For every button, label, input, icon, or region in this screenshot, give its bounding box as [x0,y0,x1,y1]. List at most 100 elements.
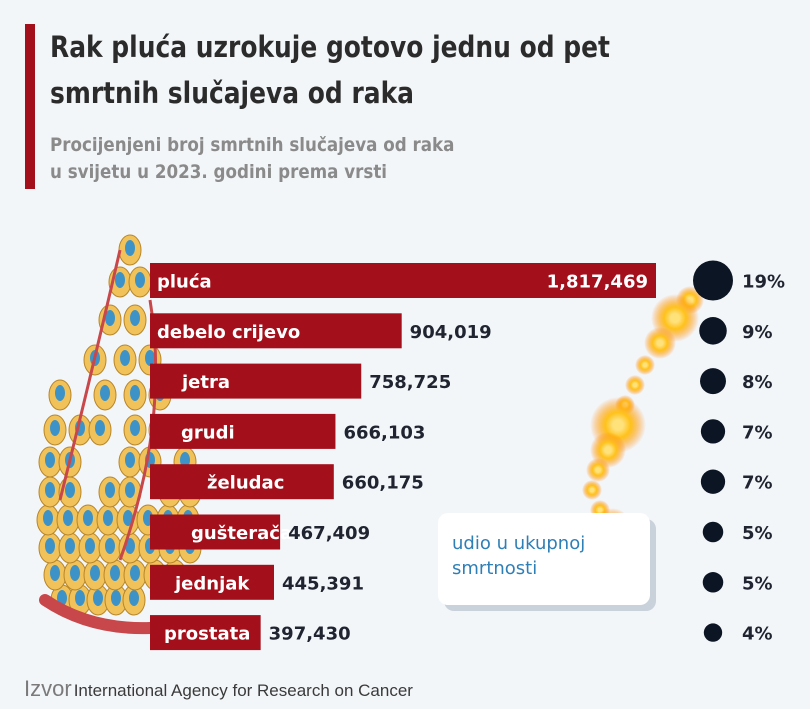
cell-nucleus [55,385,65,401]
sparkle-core [633,383,637,387]
cell-nucleus [180,452,190,468]
share-label: 5% [742,573,773,594]
share-circle [702,521,724,543]
cell-nucleus [100,385,110,401]
cell-nucleus [105,538,115,554]
subtitle-line-1: Procijenjeni broj smrtnih slučajeva od r… [50,134,455,156]
cell-nucleus [45,482,55,498]
bar [150,263,656,298]
share-legend-box: udio u ukupnoj smrtnosti [438,513,650,605]
bar [150,514,281,550]
cell-nucleus [103,510,113,526]
share-circle [700,368,726,395]
sparkle-core [604,446,612,454]
cell-nucleus [63,510,73,526]
cell-nucleus [145,350,155,366]
bars-group: pluća 1,817,469 debelo crijevo 904,019 jetra… [150,263,656,651]
share-circle [693,260,733,301]
cell-nucleus [65,538,75,554]
subtitle-line-2: u svijetu u 2023. godini prema vrsti [50,161,388,183]
cell-nucleus [111,590,121,606]
category-label: pluća [157,272,212,293]
share-legend-label: udio u ukupnoj smrtnosti [452,533,586,579]
bar [150,564,275,600]
bar [150,413,336,449]
value-label: 666,103 [343,422,425,443]
cell-nucleus [105,482,115,498]
share-circle [700,469,726,494]
share-label: 5% [742,523,773,544]
share-label: 19% [742,272,785,293]
cell-nucleus [130,420,140,436]
share-label: 7% [742,473,773,494]
cell-nucleus [135,272,145,288]
cell-nucleus [125,240,135,256]
cell-nucleus [83,510,93,526]
cell-nucleus [50,420,60,436]
cell-nucleus [130,565,140,581]
cell-nucleus [95,420,105,436]
bar [150,464,334,500]
value-label: 397,430 [269,624,351,645]
title-accent-bar [25,24,35,189]
share-circle [703,623,723,642]
cell-nucleus [45,452,55,468]
share-label: 9% [742,322,773,343]
cell-nucleus [130,385,140,401]
share-circle [702,572,724,593]
category-label: prostata [164,624,250,645]
share-label: 7% [742,422,773,443]
sparkle-core [613,420,623,430]
bar [150,313,402,349]
cell-nucleus [125,452,135,468]
cell-nucleus [123,510,133,526]
cell-nucleus [45,538,55,554]
source-label: Izvor [24,676,72,701]
sparkle-core [598,508,602,512]
cell-nucleus [90,565,100,581]
share-circle [700,419,726,444]
category-label: debelo crijevo [157,322,300,343]
cell-nucleus [85,538,95,554]
cell-nucleus [70,565,80,581]
cell-nucleus [115,272,125,288]
category-label: želudac [207,473,284,494]
cell-nucleus [130,310,140,326]
category-label: grudi [181,422,235,443]
category-label: jednjak [174,573,250,594]
cell-nucleus [125,482,135,498]
cell-nucleus [65,482,75,498]
bar [150,363,362,399]
cell-nucleus [105,310,115,326]
source-text: International Agency for Research on Can… [73,681,413,700]
source-line: Izvor International Agency for Research o… [24,676,413,702]
value-label: 467,409 [288,523,370,544]
cell-nucleus [110,565,120,581]
cell-nucleus [43,510,53,526]
share-label: 8% [742,372,773,393]
sparkle-core [595,467,601,473]
value-label: 758,725 [369,372,451,393]
category-label: gušterača [191,523,292,544]
bar [150,615,261,651]
share-label: 4% [742,624,773,645]
vessel [58,249,122,501]
share-circle [699,317,727,345]
value-label: 1,817,469 [547,272,648,293]
sparkle-core [657,340,663,346]
cell-nucleus [75,590,85,606]
value-label: 904,019 [410,322,492,343]
cell-nucleus [50,565,60,581]
value-label: 660,175 [342,473,424,494]
category-label: jetra [181,372,230,393]
sparkle-core [590,488,594,492]
cell-nucleus [120,350,130,366]
vessel [39,594,156,635]
sparkle-core [670,313,680,323]
value-label: 445,391 [282,573,364,594]
sparkle-core [643,363,647,367]
chart-title: Rak pluća uzrokuje gotovo jednu od pet s… [50,30,610,110]
cell-nucleus [93,590,103,606]
share-circles-group: 19% 9% 8% 7% 7% 5% 5% 4% [693,260,785,645]
